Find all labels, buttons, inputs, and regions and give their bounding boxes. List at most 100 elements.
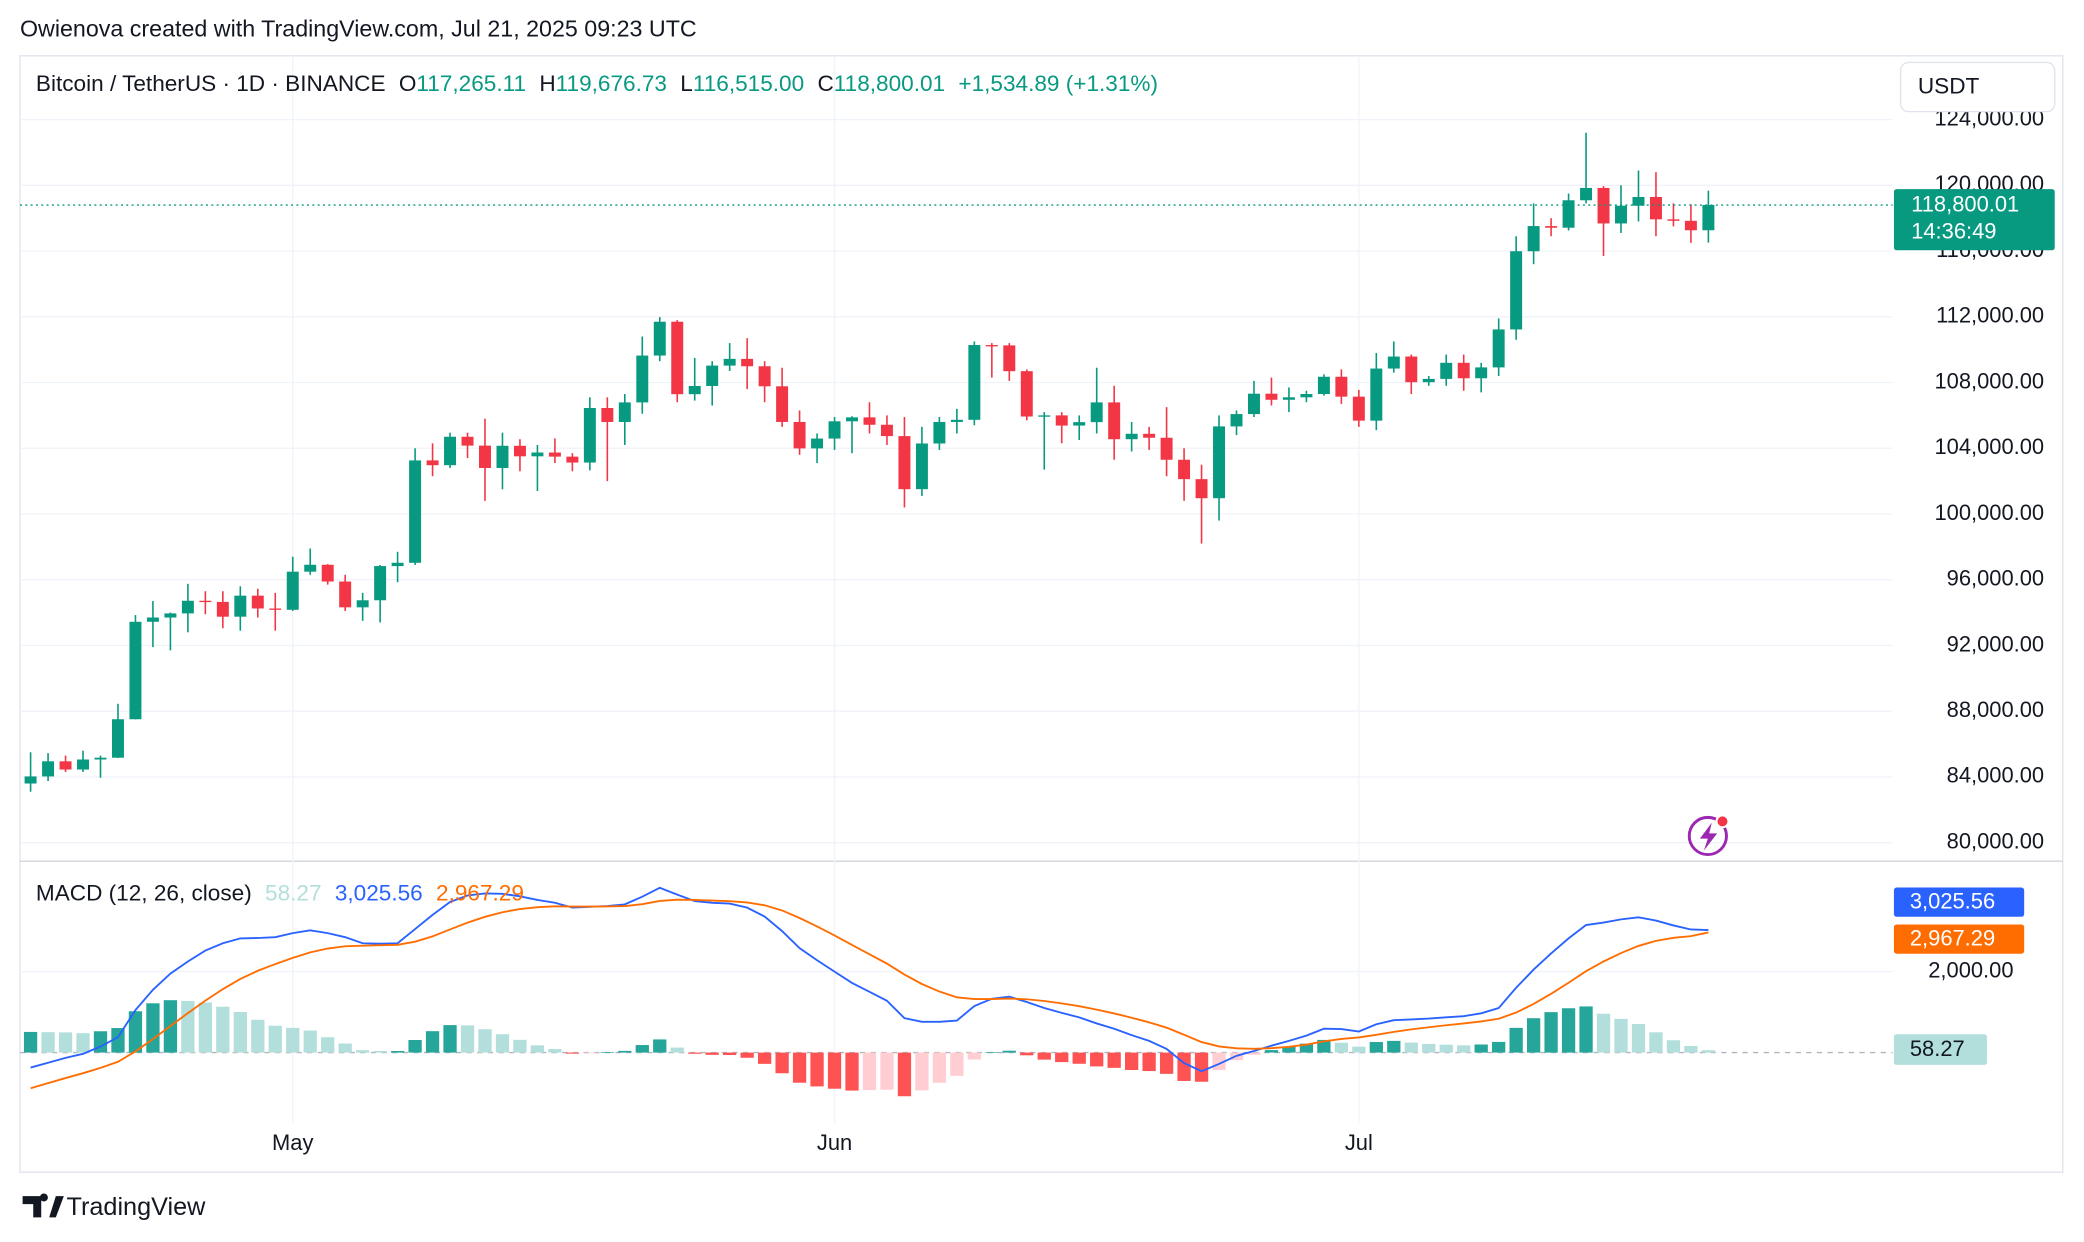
legend-key: O <box>399 71 417 96</box>
candle-body <box>1143 433 1156 438</box>
candle-body <box>863 417 876 425</box>
overlay-layer: Bitcoin / TetherUS · 1D · BINANCE O117,26… <box>22 61 2056 1221</box>
candle-body <box>1090 402 1103 423</box>
candle-body <box>706 365 719 386</box>
signal-line <box>30 898 1709 1090</box>
last-price-label: 118,800.01 <box>1911 191 2019 216</box>
candle-body <box>1265 393 1278 400</box>
candle-body <box>513 445 526 457</box>
histogram-bar <box>1457 1045 1471 1053</box>
histogram-bar <box>1055 1052 1069 1063</box>
legend-value: 117,265.11 <box>416 71 526 96</box>
legend-key: L <box>680 71 693 96</box>
histogram-bar <box>356 1050 370 1053</box>
candle-body <box>1667 219 1680 221</box>
histogram-bar <box>23 1031 38 1053</box>
candle-body <box>1003 345 1016 372</box>
histogram-bar <box>1561 1008 1576 1053</box>
alert-dot[interactable] <box>1715 814 1730 829</box>
currency-label[interactable]: USDT <box>1918 74 1980 99</box>
candle-body <box>1282 397 1295 400</box>
histogram-bar <box>880 1052 894 1090</box>
candle-body <box>146 617 159 622</box>
candle-body <box>1422 378 1435 383</box>
histogram-bar <box>460 1025 475 1053</box>
histogram-bar <box>1649 1032 1663 1053</box>
candle-body <box>1125 433 1138 440</box>
histogram-bar <box>932 1052 947 1083</box>
candle-body <box>1597 187 1610 224</box>
y-tick-label: 92,000.00 <box>1947 631 2044 656</box>
alert-bolt[interactable] <box>1699 822 1718 851</box>
y-tick-label: 80,000.00 <box>1947 828 2044 853</box>
candle-body <box>811 438 824 449</box>
candle-body <box>758 366 771 387</box>
histogram-bar <box>111 1028 125 1053</box>
candle-body <box>216 601 229 617</box>
candle-body <box>1702 205 1715 231</box>
candle-body <box>356 600 369 608</box>
candle-body <box>880 424 893 437</box>
histogram-bar <box>321 1037 335 1053</box>
legend-value: 119,676.73 <box>556 71 667 96</box>
candle-body <box>304 564 317 572</box>
currency-button[interactable] <box>1899 61 2056 113</box>
candle-body <box>251 595 264 609</box>
histogram-bar <box>810 1052 824 1087</box>
histogram-bar <box>653 1039 667 1053</box>
alert-icon[interactable] <box>1687 814 1730 857</box>
histogram-bar <box>1701 1050 1716 1053</box>
histogram-bar <box>1631 1024 1646 1053</box>
histogram-bar <box>425 1031 440 1053</box>
histogram-bar <box>1352 1046 1366 1053</box>
histogram-bar <box>723 1052 737 1056</box>
histogram-bar <box>967 1052 981 1060</box>
histogram-bar <box>198 1002 213 1053</box>
candle-body <box>59 761 72 770</box>
histogram-bar <box>76 1033 90 1053</box>
candle-body <box>688 385 701 395</box>
candle-body <box>671 321 684 395</box>
histogram-bar <box>41 1032 55 1053</box>
candle-body <box>111 719 124 758</box>
candle-body <box>1510 251 1523 330</box>
histogram-bar <box>827 1052 842 1089</box>
candle-body <box>618 402 631 422</box>
histogram-bar <box>530 1045 545 1053</box>
candle-body <box>653 321 666 356</box>
candle-body <box>234 595 247 617</box>
histogram-bar <box>1159 1052 1174 1074</box>
candle-body <box>374 566 387 601</box>
candle-body <box>1108 402 1121 440</box>
histogram-bar <box>1404 1042 1418 1053</box>
candle-body <box>741 358 754 367</box>
histogram-bar <box>862 1052 877 1091</box>
histogram-bar <box>1124 1052 1139 1071</box>
histogram-bar <box>1474 1044 1488 1053</box>
histogram-bar <box>1299 1043 1314 1053</box>
histogram-bar <box>1264 1050 1279 1053</box>
candle-body <box>776 386 789 422</box>
histogram-bar <box>1142 1052 1156 1072</box>
candle-body <box>636 355 649 403</box>
histogram-bar <box>740 1052 754 1058</box>
histogram-bar <box>390 1051 405 1053</box>
candle-body <box>1230 414 1243 427</box>
candle-body <box>199 600 212 603</box>
histogram-bar <box>1247 1052 1261 1055</box>
histogram-bar <box>303 1030 317 1053</box>
histogram-bar <box>251 1019 265 1053</box>
y-tick-label: 88,000.00 <box>1947 697 2044 722</box>
candle-body <box>496 445 509 468</box>
histogram-bar <box>1544 1012 1558 1053</box>
histogram-bar <box>373 1051 387 1053</box>
histogram-bar <box>548 1049 562 1053</box>
candle-body <box>339 581 352 608</box>
candle-body <box>444 436 457 466</box>
histogram-bar <box>1492 1041 1506 1053</box>
candle-body <box>1440 362 1453 379</box>
alert-ring[interactable] <box>1687 815 1728 857</box>
legend-key: C <box>817 71 833 96</box>
macd-line <box>30 886 1709 1073</box>
